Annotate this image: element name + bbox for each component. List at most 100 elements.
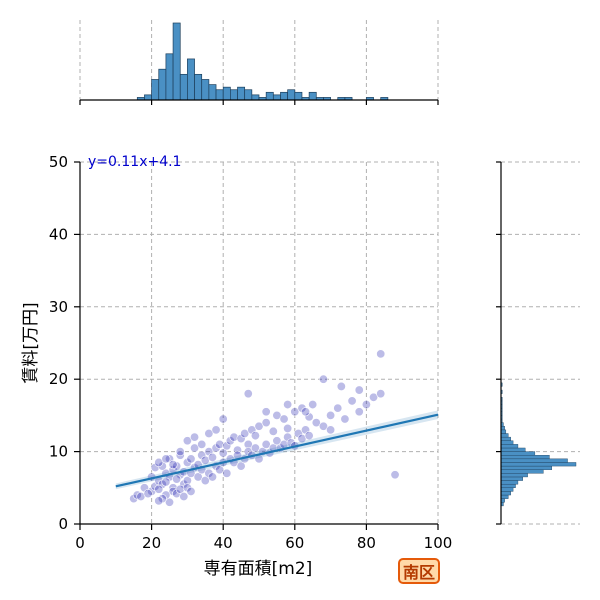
scatter-point xyxy=(369,392,379,402)
scatter-point xyxy=(250,431,260,441)
scatter-point xyxy=(311,418,321,428)
scatter-point xyxy=(333,403,343,413)
region-badge: 南区 xyxy=(398,558,440,584)
right-hist-bar xyxy=(500,473,528,478)
x-tick-label: 80 xyxy=(357,534,376,552)
top-hist-bar xyxy=(179,73,188,101)
top-hist-bar xyxy=(201,79,210,101)
scatter-point xyxy=(347,396,357,406)
scatter-point xyxy=(254,421,264,431)
y-tick-label: 30 xyxy=(49,298,68,316)
scatter-point xyxy=(326,425,336,435)
y-tick-label: 10 xyxy=(49,443,68,461)
scatter-point xyxy=(304,412,314,422)
top-histogram xyxy=(136,22,389,101)
top-hist-bar xyxy=(165,53,174,101)
x-tick-label: 0 xyxy=(75,534,85,552)
scatter-point xyxy=(182,483,192,493)
scatter-point xyxy=(154,457,164,467)
scatter-point xyxy=(161,477,171,487)
scatter-point xyxy=(179,491,189,501)
top-hist-bar xyxy=(215,89,224,101)
x-tick-label: 40 xyxy=(214,534,233,552)
scatter-point xyxy=(215,465,225,475)
scatter-point xyxy=(229,432,239,442)
scatter-point xyxy=(190,432,200,442)
scatter-point xyxy=(204,447,214,457)
scatter-point xyxy=(129,494,139,504)
scatter-point xyxy=(211,443,221,453)
scatter-point xyxy=(193,472,203,482)
scatter-point xyxy=(175,450,185,460)
scatter-point xyxy=(261,439,271,449)
top-hist-bar xyxy=(187,58,195,101)
scatter-point xyxy=(175,447,185,457)
scatter-point xyxy=(268,426,278,436)
scatter-point xyxy=(236,461,246,471)
scatter-point xyxy=(272,410,282,420)
scatter-point xyxy=(218,448,228,458)
scatter-point xyxy=(340,414,350,424)
right-hist-bar xyxy=(500,465,553,470)
scatter-point xyxy=(168,483,178,493)
right-hist-bar xyxy=(500,433,509,438)
axes xyxy=(74,99,502,530)
scatter-point xyxy=(301,407,311,417)
main-grid xyxy=(79,161,439,525)
scatter-point xyxy=(240,428,250,438)
right-hist-bar xyxy=(500,436,511,441)
top-hist-bar xyxy=(308,91,317,101)
scatter-point xyxy=(154,484,164,494)
scatter-point xyxy=(283,432,293,442)
right-hist-bar xyxy=(500,494,509,499)
scatter-point xyxy=(204,428,214,438)
top-hist-bar xyxy=(230,89,238,101)
right-hist-bar xyxy=(500,469,544,474)
scatter-point xyxy=(150,481,160,491)
scatter-point xyxy=(354,407,364,417)
scatter-point xyxy=(318,421,328,431)
top-hist-bar xyxy=(158,68,167,101)
scatter-point xyxy=(168,460,178,470)
scatter-point xyxy=(165,497,175,507)
scatter-point xyxy=(211,425,221,435)
scatter-point xyxy=(243,439,253,449)
right-hist-bar xyxy=(500,455,550,460)
scatter-point xyxy=(297,403,307,413)
scatter-point xyxy=(175,484,185,494)
scatter-point xyxy=(222,441,232,451)
y-tick-label: 0 xyxy=(58,515,68,533)
y-tick-label: 50 xyxy=(49,153,68,171)
right-hist-bar xyxy=(500,451,536,456)
right-hist-bar xyxy=(500,480,519,485)
top-hist-bar xyxy=(208,84,217,101)
right-hist-bar xyxy=(500,444,519,449)
regression-line xyxy=(115,410,439,490)
scatter-points xyxy=(129,349,400,507)
scatter-point xyxy=(197,439,207,449)
scatter-point xyxy=(354,385,364,395)
y-axis-title: 賃料[万円] xyxy=(21,302,41,383)
top-hist-bar xyxy=(151,79,160,101)
scatter-point xyxy=(279,414,289,424)
x-tick-label: 100 xyxy=(424,534,453,552)
y-tick-label: 40 xyxy=(49,225,68,243)
regression-fit-line xyxy=(115,413,439,488)
scatter-point xyxy=(283,400,293,410)
tick-labels: 0 20 40 60 80 100 0 10 20 30 40 50 xyxy=(49,153,452,552)
scatter-point xyxy=(361,400,371,410)
scatter-point xyxy=(247,425,257,435)
right-hist-bar xyxy=(500,491,511,496)
scatter-point xyxy=(207,472,217,482)
scatter-point xyxy=(326,410,336,420)
scatter-point xyxy=(139,483,149,493)
top-hist-grid xyxy=(79,20,439,100)
right-histogram xyxy=(500,382,577,507)
scatter-point xyxy=(243,389,253,399)
right-hist-bar xyxy=(500,440,514,445)
scatter-point xyxy=(215,439,225,449)
right-hist-bar xyxy=(500,476,523,481)
scatter-point xyxy=(172,461,182,471)
scatter-point xyxy=(157,461,167,471)
